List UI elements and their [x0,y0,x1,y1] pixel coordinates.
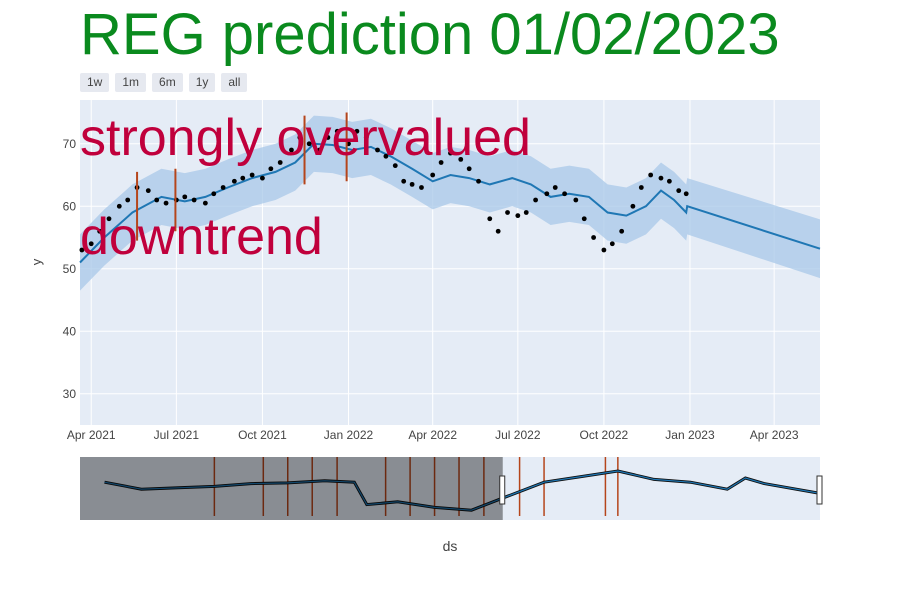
observed-point [306,141,312,147]
observed-point [458,156,464,162]
observed-point [430,172,436,178]
observed-point [401,178,407,184]
observed-point [383,153,389,159]
observed-point [638,185,644,190]
observed-point [676,188,682,194]
y-tick-label: 40 [63,324,77,338]
annotation-strongly-overvalued: strongly overvalued [80,109,531,167]
uncertainty-band [80,115,820,291]
observed-point [591,235,597,240]
range-button-6m[interactable]: 6m [152,73,183,92]
observed-point [154,197,160,203]
x-tick-label: Apr 2021 [67,428,116,442]
x-tick-label: Apr 2022 [408,428,457,442]
observed-point [277,160,283,165]
observed-point [79,247,85,253]
observed-point [163,200,169,206]
observed-point [619,228,625,234]
observed-point [523,210,529,215]
observed-point [630,203,636,209]
observed-point [505,210,510,215]
observed-point [466,166,472,172]
observed-point [573,197,579,203]
x-tick-label: Jan 2022 [324,428,374,442]
observed-point [487,216,493,222]
y-axis-label: y [29,258,44,265]
observed-point [495,228,501,234]
observed-point [648,172,654,178]
x-tick-label: Jul 2021 [154,428,200,442]
observed-point [97,228,103,234]
observed-point [260,175,265,181]
observed-point [125,197,131,203]
observed-point [658,175,664,181]
x-tick-label: Jan 2023 [665,428,715,442]
navigator-mask [80,457,503,520]
observed-point [448,150,453,156]
observed-point [240,175,246,181]
observed-point [438,160,444,165]
y-tick-label: 30 [63,387,77,401]
y-tick-label: 70 [63,137,77,151]
observed-point [106,216,112,222]
range-button-1w[interactable]: 1w [80,73,110,92]
navigator-forecast [104,470,821,511]
observed-point [666,178,672,184]
observed-point [231,178,237,184]
observed-point [552,185,558,190]
observed-point [116,203,122,209]
navigator-handle-left[interactable] [499,475,506,505]
observed-point [289,147,294,153]
observed-point [581,216,587,222]
x-tick-label: Jul 2022 [495,428,541,442]
chart-title: REG prediction 01/02/2023 [80,2,780,67]
observed-point [562,191,568,197]
y-tick-label: 60 [63,199,77,213]
observed-point [211,191,217,197]
observed-point [363,135,369,140]
observed-point [515,213,521,219]
observed-point [202,200,208,206]
observed-point [297,135,303,140]
observed-point [249,172,255,178]
range-button-1y[interactable]: 1y [188,73,216,92]
observed-point [182,194,188,200]
observed-point [334,128,340,134]
annotation-downtrend: downtrend [80,208,323,266]
range-button-all[interactable]: all [221,73,248,92]
observed-point [476,178,481,184]
navigator-handle-right[interactable] [816,475,823,505]
observed-point [419,185,424,190]
observed-point [354,128,360,134]
x-tick-label: Apr 2023 [750,428,799,442]
x-tick-label: Oct 2021 [238,428,287,442]
observed-point [533,197,539,203]
observed-point [544,191,550,197]
range-button-1m[interactable]: 1m [115,73,147,92]
observed-point [191,197,197,203]
y-tick-label: 50 [63,262,77,276]
observed-point [683,191,689,197]
observed-point [609,241,615,247]
observed-point [601,247,607,253]
observed-point [375,147,380,153]
observed-point [409,181,415,187]
observed-point [268,166,274,172]
x-axis-label: ds [443,538,458,554]
observed-point [317,147,322,153]
observed-point [145,188,151,194]
observed-point [220,185,226,190]
range-selector: 1w 1m 6m 1y all [80,73,248,92]
observed-point [88,241,94,247]
observed-point [325,135,331,140]
x-tick-label: Oct 2022 [580,428,629,442]
observed-point [392,163,398,169]
